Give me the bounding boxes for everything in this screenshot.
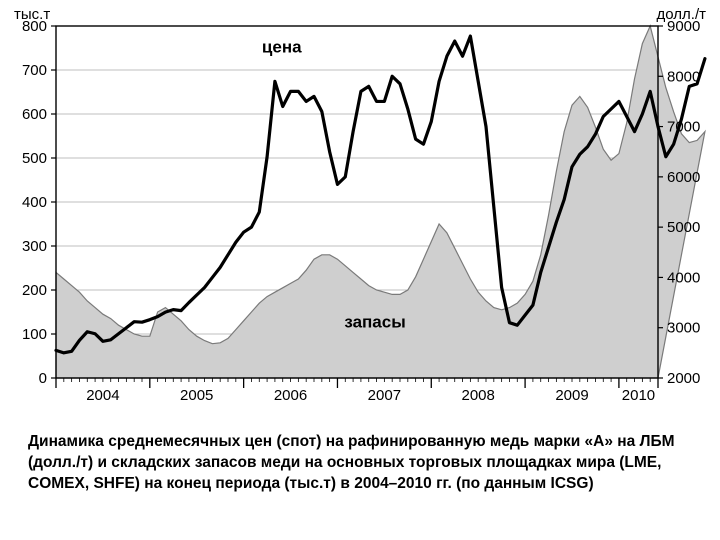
x-year-label: 2007 bbox=[368, 387, 401, 404]
chart-caption: Динамика среднемесячных цен (спот) на ра… bbox=[28, 432, 688, 495]
right-tick-label: 3000 bbox=[667, 320, 700, 337]
right-tick-label: 7000 bbox=[667, 119, 700, 136]
right-tick-label: 5000 bbox=[667, 219, 700, 236]
x-year-label: 2009 bbox=[555, 387, 588, 404]
x-year-label: 2004 bbox=[86, 387, 119, 404]
chart-area: тыс.т долл./т 01002003004005006007008002… bbox=[0, 0, 720, 420]
price-annotation: цена bbox=[262, 37, 302, 56]
right-tick-label: 2000 bbox=[667, 370, 700, 387]
left-tick-label: 300 bbox=[22, 238, 47, 255]
left-tick-label: 0 bbox=[39, 370, 47, 387]
chart-svg: 0100200300400500600700800200030004000500… bbox=[0, 0, 720, 420]
left-tick-label: 700 bbox=[22, 62, 47, 79]
right-tick-label: 4000 bbox=[667, 269, 700, 286]
x-year-label: 2010 bbox=[622, 387, 655, 404]
left-tick-label: 100 bbox=[22, 326, 47, 343]
x-year-label: 2008 bbox=[461, 387, 494, 404]
left-tick-label: 600 bbox=[22, 106, 47, 123]
left-axis-title: тыс.т bbox=[14, 6, 50, 23]
right-tick-label: 6000 bbox=[667, 169, 700, 186]
left-tick-label: 400 bbox=[22, 194, 47, 211]
right-axis-title: долл./т bbox=[657, 6, 706, 23]
left-tick-label: 200 bbox=[22, 282, 47, 299]
stocks-annotation: запасы bbox=[344, 312, 405, 331]
left-tick-label: 500 bbox=[22, 150, 47, 167]
x-year-label: 2006 bbox=[274, 387, 307, 404]
right-tick-label: 8000 bbox=[667, 68, 700, 85]
x-year-label: 2005 bbox=[180, 387, 213, 404]
